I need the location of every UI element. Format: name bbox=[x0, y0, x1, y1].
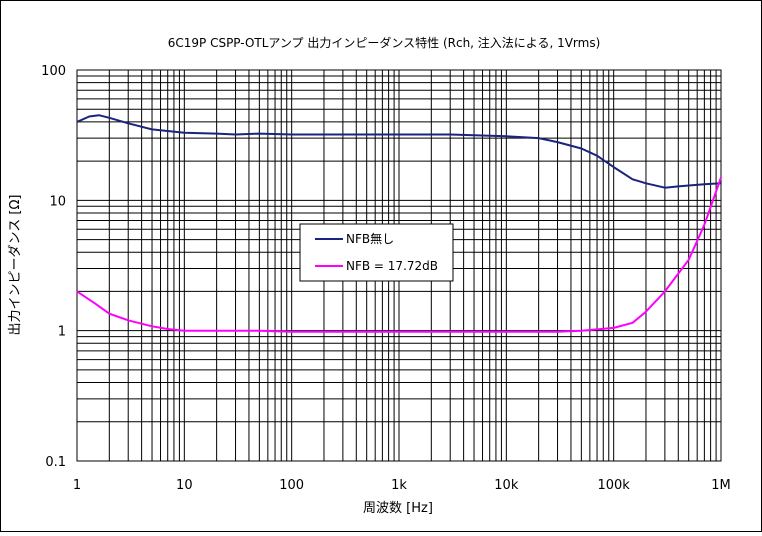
y-tick-labels: 0.1 1 10 100 bbox=[41, 64, 66, 470]
plot-border bbox=[76, 69, 722, 462]
x-tick-label: 1M bbox=[711, 478, 731, 493]
x-tick-label: 100k bbox=[597, 478, 630, 493]
x-axis-label: 周波数 [Hz] bbox=[363, 501, 433, 516]
x-tick-labels: 1 10 100 1k 10k 100k 1M bbox=[73, 478, 731, 493]
x-tick-label: 1 bbox=[73, 478, 81, 493]
x-tick-label: 1k bbox=[391, 478, 407, 493]
y-tick-label: 100 bbox=[41, 64, 66, 79]
y-tick-label: 0.1 bbox=[45, 455, 66, 470]
y-axis-label: 出力インピーダンス [Ω] bbox=[8, 195, 23, 336]
x-tick-label: 10 bbox=[176, 478, 193, 493]
series-line-0 bbox=[76, 114, 722, 189]
x-tick-label: 10k bbox=[494, 478, 519, 493]
y-tick-label: 10 bbox=[49, 194, 66, 209]
legend-entry-nfb-off: NFB無し bbox=[346, 231, 394, 246]
x-tick-label: 100 bbox=[279, 478, 304, 493]
series-layer bbox=[76, 114, 722, 333]
legend-entry-nfb-on: NFB = 17.72dB bbox=[346, 259, 438, 273]
legend: NFB無し NFB = 17.72dB bbox=[299, 223, 454, 282]
legend-box bbox=[299, 223, 454, 282]
y-tick-label: 1 bbox=[58, 325, 66, 340]
series-line-1 bbox=[76, 177, 722, 333]
chart-title: 6C19P CSPP-OTLアンプ 出力インピーダンス特性 (Rch, 注入法に… bbox=[168, 35, 601, 50]
